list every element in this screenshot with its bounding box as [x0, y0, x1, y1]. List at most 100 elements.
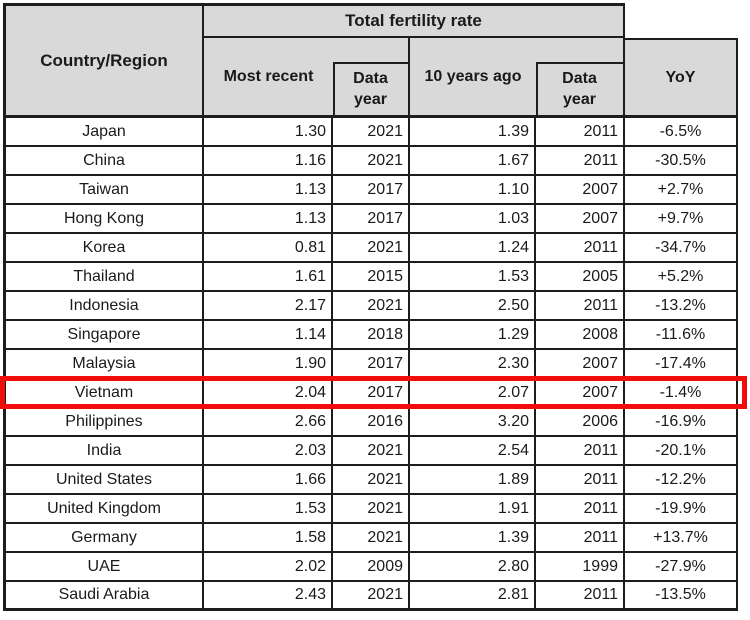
yoy-cell: -13.2%: [625, 292, 738, 321]
top-right-empty-cell: [625, 3, 738, 38]
data-year-old-cell: 2011: [536, 234, 625, 263]
data-year-old-cell: 2007: [536, 205, 625, 234]
yoy-cell: +2.7%: [625, 176, 738, 205]
data-year-recent-header-label: Data year: [353, 69, 388, 108]
most-recent-cell: 1.16: [204, 147, 333, 176]
data-year-recent-cell: 2021: [333, 524, 410, 553]
data-year-old-cell: 2007: [536, 176, 625, 205]
yoy-cell: -11.6%: [625, 321, 738, 350]
country-cell: Singapore: [3, 321, 204, 350]
data-year-old-cell: 2006: [536, 408, 625, 437]
total-fertility-rate-group-header: Total fertility rate: [204, 3, 625, 38]
yoy-cell: -27.9%: [625, 553, 738, 582]
country-cell: Hong Kong: [3, 205, 204, 234]
ten-years-ago-cell: 2.81: [410, 582, 536, 611]
ten-years-ago-cell: 1.53: [410, 263, 536, 292]
country-region-header: Country/Region: [3, 3, 204, 118]
ten-years-ago-cell: 2.80: [410, 553, 536, 582]
yoy-cell: +13.7%: [625, 524, 738, 553]
most-recent-header: Most recent: [204, 38, 333, 118]
ten-years-ago-cell: 2.50: [410, 292, 536, 321]
data-year-old-header: Data year: [536, 38, 625, 118]
data-year-recent-cell: 2017: [333, 205, 410, 234]
data-year-recent-cell: 2009: [333, 553, 410, 582]
country-cell: United Kingdom: [3, 495, 204, 524]
yoy-cell: -17.4%: [625, 350, 738, 379]
data-year-old-cell: 2011: [536, 495, 625, 524]
country-cell: Korea: [3, 234, 204, 263]
data-year-recent-header: Data year: [333, 38, 410, 118]
country-cell: Saudi Arabia: [3, 582, 204, 611]
fertility-rate-table: Country/Region Total fertility rate Most…: [3, 3, 738, 611]
data-year-old-cell: 2008: [536, 321, 625, 350]
ten-years-ago-cell: 2.07: [410, 379, 536, 408]
most-recent-cell: 1.14: [204, 321, 333, 350]
yoy-cell: -20.1%: [625, 437, 738, 466]
most-recent-cell: 2.43: [204, 582, 333, 611]
data-year-old-cell: 1999: [536, 553, 625, 582]
data-year-recent-cell: 2017: [333, 379, 410, 408]
ten-years-ago-cell: 1.10: [410, 176, 536, 205]
data-year-recent-cell: 2016: [333, 408, 410, 437]
most-recent-cell: 1.61: [204, 263, 333, 292]
ten-years-ago-cell: 1.67: [410, 147, 536, 176]
data-year-old-cell: 2005: [536, 263, 625, 292]
ten-years-ago-cell: 1.89: [410, 466, 536, 495]
data-year-recent-cell: 2018: [333, 321, 410, 350]
ten-years-ago-cell: 1.03: [410, 205, 536, 234]
yoy-cell: -6.5%: [625, 118, 738, 147]
yoy-cell: +9.7%: [625, 205, 738, 234]
data-year-recent-cell: 2017: [333, 176, 410, 205]
data-year-recent-cell: 2021: [333, 118, 410, 147]
data-year-recent-cell: 2021: [333, 466, 410, 495]
most-recent-cell: 0.81: [204, 234, 333, 263]
ten-years-ago-cell: 1.91: [410, 495, 536, 524]
data-year-old-cell: 2011: [536, 147, 625, 176]
most-recent-cell: 1.53: [204, 495, 333, 524]
country-cell: Japan: [3, 118, 204, 147]
most-recent-cell: 2.03: [204, 437, 333, 466]
most-recent-cell: 1.90: [204, 350, 333, 379]
data-year-recent-cell: 2015: [333, 263, 410, 292]
data-year-old-cell: 2007: [536, 379, 625, 408]
country-cell: Taiwan: [3, 176, 204, 205]
country-cell: Vietnam: [3, 379, 204, 408]
data-year-old-cell: 2011: [536, 292, 625, 321]
data-year-recent-cell: 2021: [333, 147, 410, 176]
country-cell: Malaysia: [3, 350, 204, 379]
data-year-recent-cell: 2021: [333, 292, 410, 321]
country-cell: Germany: [3, 524, 204, 553]
ten-years-ago-cell: 1.39: [410, 524, 536, 553]
data-year-recent-cell: 2021: [333, 437, 410, 466]
data-year-recent-cell: 2017: [333, 350, 410, 379]
most-recent-cell: 1.13: [204, 205, 333, 234]
most-recent-cell: 1.58: [204, 524, 333, 553]
most-recent-cell: 2.66: [204, 408, 333, 437]
data-year-recent-cell: 2021: [333, 234, 410, 263]
data-year-old-cell: 2011: [536, 582, 625, 611]
data-year-old-header-label: Data year: [562, 69, 597, 108]
yoy-header: YoY: [625, 38, 738, 118]
yoy-cell: -16.9%: [625, 408, 738, 437]
yoy-cell: -19.9%: [625, 495, 738, 524]
ten-years-ago-cell: 1.39: [410, 118, 536, 147]
ten-years-ago-cell: 1.24: [410, 234, 536, 263]
yoy-cell: -30.5%: [625, 147, 738, 176]
country-cell: China: [3, 147, 204, 176]
country-cell: United States: [3, 466, 204, 495]
most-recent-cell: 1.66: [204, 466, 333, 495]
data-year-old-cell: 2007: [536, 350, 625, 379]
country-cell: Philippines: [3, 408, 204, 437]
most-recent-cell: 1.13: [204, 176, 333, 205]
yoy-cell: -13.5%: [625, 582, 738, 611]
most-recent-cell: 1.30: [204, 118, 333, 147]
most-recent-cell: 2.04: [204, 379, 333, 408]
country-cell: Indonesia: [3, 292, 204, 321]
ten-years-ago-cell: 2.54: [410, 437, 536, 466]
data-year-old-cell: 2011: [536, 466, 625, 495]
ten-years-ago-cell: 1.29: [410, 321, 536, 350]
ten-years-ago-header: 10 years ago: [410, 38, 536, 118]
country-cell: UAE: [3, 553, 204, 582]
yoy-cell: +5.2%: [625, 263, 738, 292]
